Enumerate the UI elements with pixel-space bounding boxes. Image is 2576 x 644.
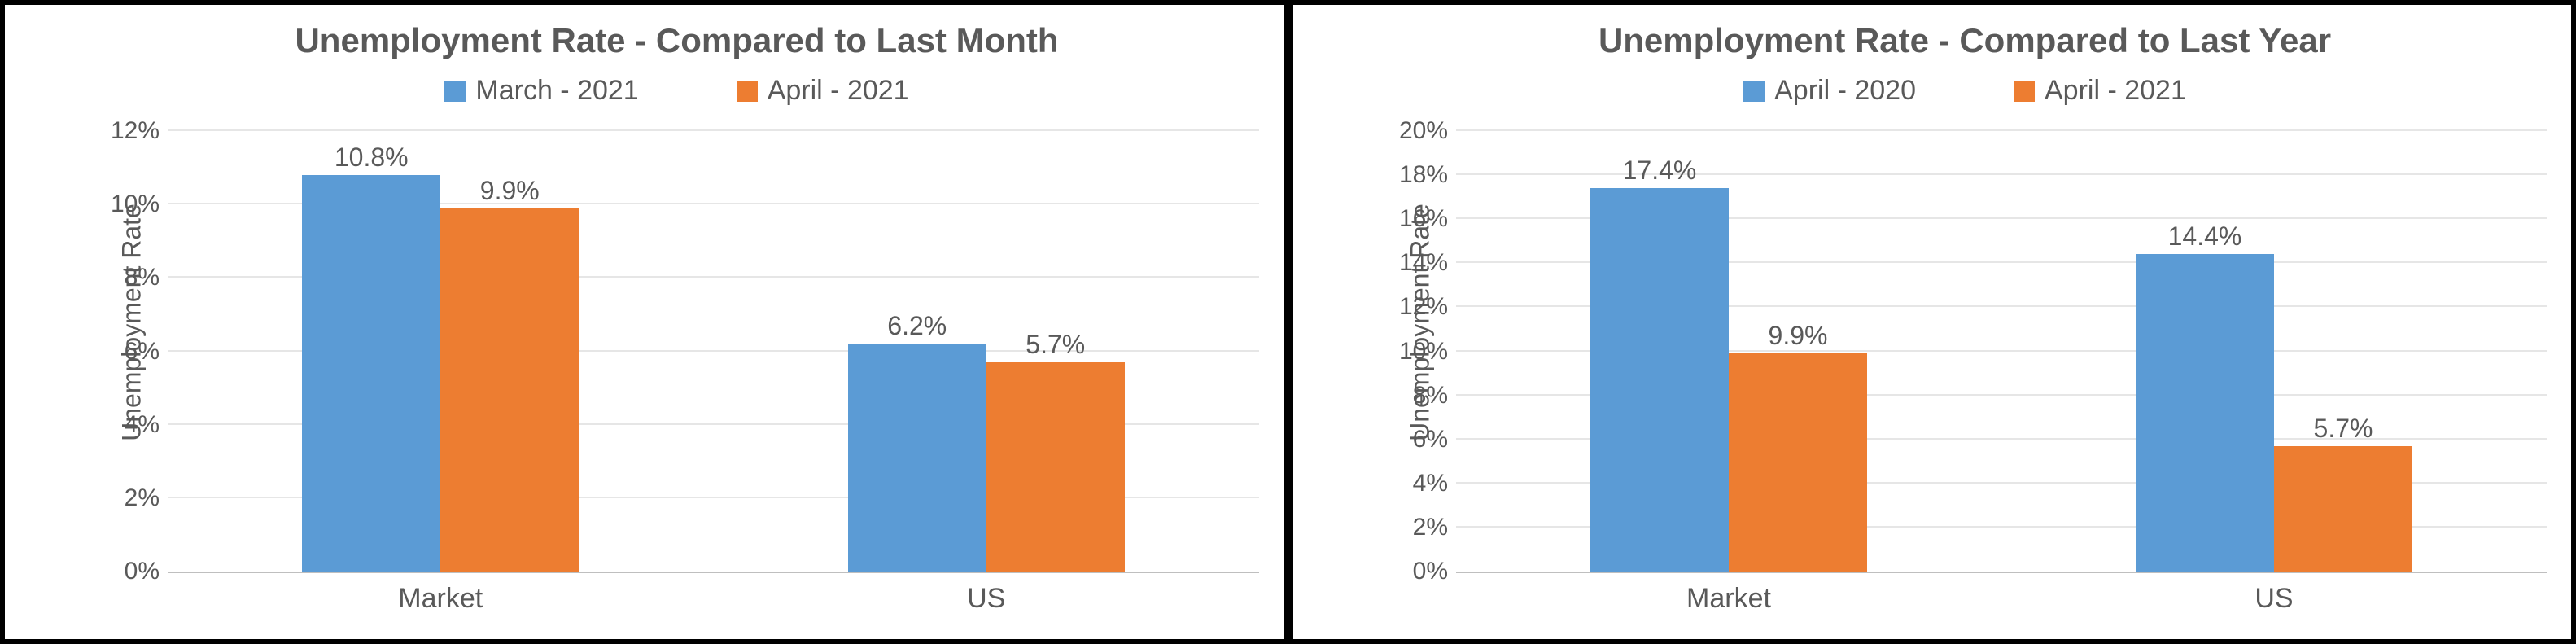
chart-title: Unemployment Rate - Compared to Last Yea…	[1383, 21, 2547, 60]
bar-groups: 10.8%9.9%6.2%5.7%	[168, 131, 1259, 572]
bar-value-label: 5.7%	[1026, 330, 1085, 360]
y-tick-label: 20%	[1383, 117, 1448, 145]
bar-series1: 10.8%	[302, 175, 440, 572]
legend-item-series1: April - 2020	[1743, 75, 1916, 107]
bar-series2: 5.7%	[2274, 446, 2412, 572]
legend-label: April - 2021	[768, 75, 909, 107]
legend: March - 2021 April - 2021	[94, 75, 1259, 107]
legend-label: March - 2021	[475, 75, 638, 107]
y-tick-label: 2%	[94, 484, 160, 512]
bar-value-label: 14.4%	[2168, 221, 2242, 252]
bar-value-label: 5.7%	[2314, 414, 2373, 444]
bar-series1: 14.4%	[2136, 254, 2274, 572]
chart-panel-month: Unemployment Rate - Compared to Last Mon…	[0, 0, 1288, 644]
y-tick-label: 18%	[1383, 161, 1448, 189]
y-tick-label: 4%	[94, 411, 160, 439]
bar-value-label: 6.2%	[887, 311, 947, 341]
bar-value-label: 9.9%	[480, 176, 540, 206]
bar-series1: 6.2%	[848, 344, 986, 572]
legend: April - 2020 April - 2021	[1383, 75, 2547, 107]
bar-value-label: 17.4%	[1623, 156, 1697, 186]
bar-group: 14.4%5.7%	[2001, 131, 2547, 572]
y-tick-label: 8%	[94, 264, 160, 291]
x-axis-labels: Market US	[1456, 583, 2547, 615]
swatch-icon	[1743, 81, 1765, 102]
legend-item-series1: March - 2021	[444, 75, 638, 107]
swatch-icon	[737, 81, 758, 102]
y-tick-label: 10%	[94, 191, 160, 218]
y-tick-label: 10%	[1383, 338, 1448, 366]
plot: 0%2%4%6%8%10%12%14%16%18%20%17.4%9.9%14.…	[1383, 131, 2547, 615]
x-label: Market	[168, 583, 714, 615]
x-label: US	[714, 583, 1260, 615]
bar-value-label: 10.8%	[335, 142, 409, 173]
y-tick-label: 2%	[1383, 514, 1448, 541]
y-tick-label: 6%	[94, 338, 160, 366]
y-tick-label: 0%	[94, 558, 160, 585]
chart-title: Unemployment Rate - Compared to Last Mon…	[94, 21, 1259, 60]
plot-area: 0%2%4%6%8%10%12%10.8%9.9%6.2%5.7%	[168, 131, 1259, 573]
legend-label: April - 2020	[1774, 75, 1916, 107]
swatch-icon	[444, 81, 466, 102]
y-tick-label: 14%	[1383, 249, 1448, 277]
y-tick-label: 8%	[1383, 382, 1448, 410]
x-axis-labels: Market US	[168, 583, 1259, 615]
x-label: US	[2001, 583, 2547, 615]
bar-group: 17.4%9.9%	[1456, 131, 2001, 572]
bar-series2: 9.9%	[440, 208, 579, 572]
bar-groups: 17.4%9.9%14.4%5.7%	[1456, 131, 2547, 572]
x-label: Market	[1456, 583, 2001, 615]
legend-item-series2: April - 2021	[737, 75, 909, 107]
y-tick-label: 12%	[1383, 293, 1448, 321]
bar-group: 10.8%9.9%	[168, 131, 714, 572]
y-tick-label: 0%	[1383, 558, 1448, 585]
bar-series1: 17.4%	[1590, 188, 1729, 572]
legend-label: April - 2021	[2045, 75, 2186, 107]
bar-series2: 9.9%	[1729, 353, 1867, 572]
y-tick-label: 6%	[1383, 426, 1448, 453]
legend-item-series2: April - 2021	[2014, 75, 2186, 107]
plot: 0%2%4%6%8%10%12%10.8%9.9%6.2%5.7% Market…	[94, 131, 1259, 615]
y-tick-label: 12%	[94, 117, 160, 145]
chart-panel-year: Unemployment Rate - Compared to Last Yea…	[1288, 0, 2576, 644]
swatch-icon	[2014, 81, 2035, 102]
y-tick-label: 4%	[1383, 470, 1448, 497]
plot-area: 0%2%4%6%8%10%12%14%16%18%20%17.4%9.9%14.…	[1456, 131, 2547, 573]
bar-series2: 5.7%	[986, 362, 1125, 572]
y-tick-label: 16%	[1383, 205, 1448, 233]
bar-value-label: 9.9%	[1769, 321, 1828, 351]
bar-group: 6.2%5.7%	[714, 131, 1260, 572]
